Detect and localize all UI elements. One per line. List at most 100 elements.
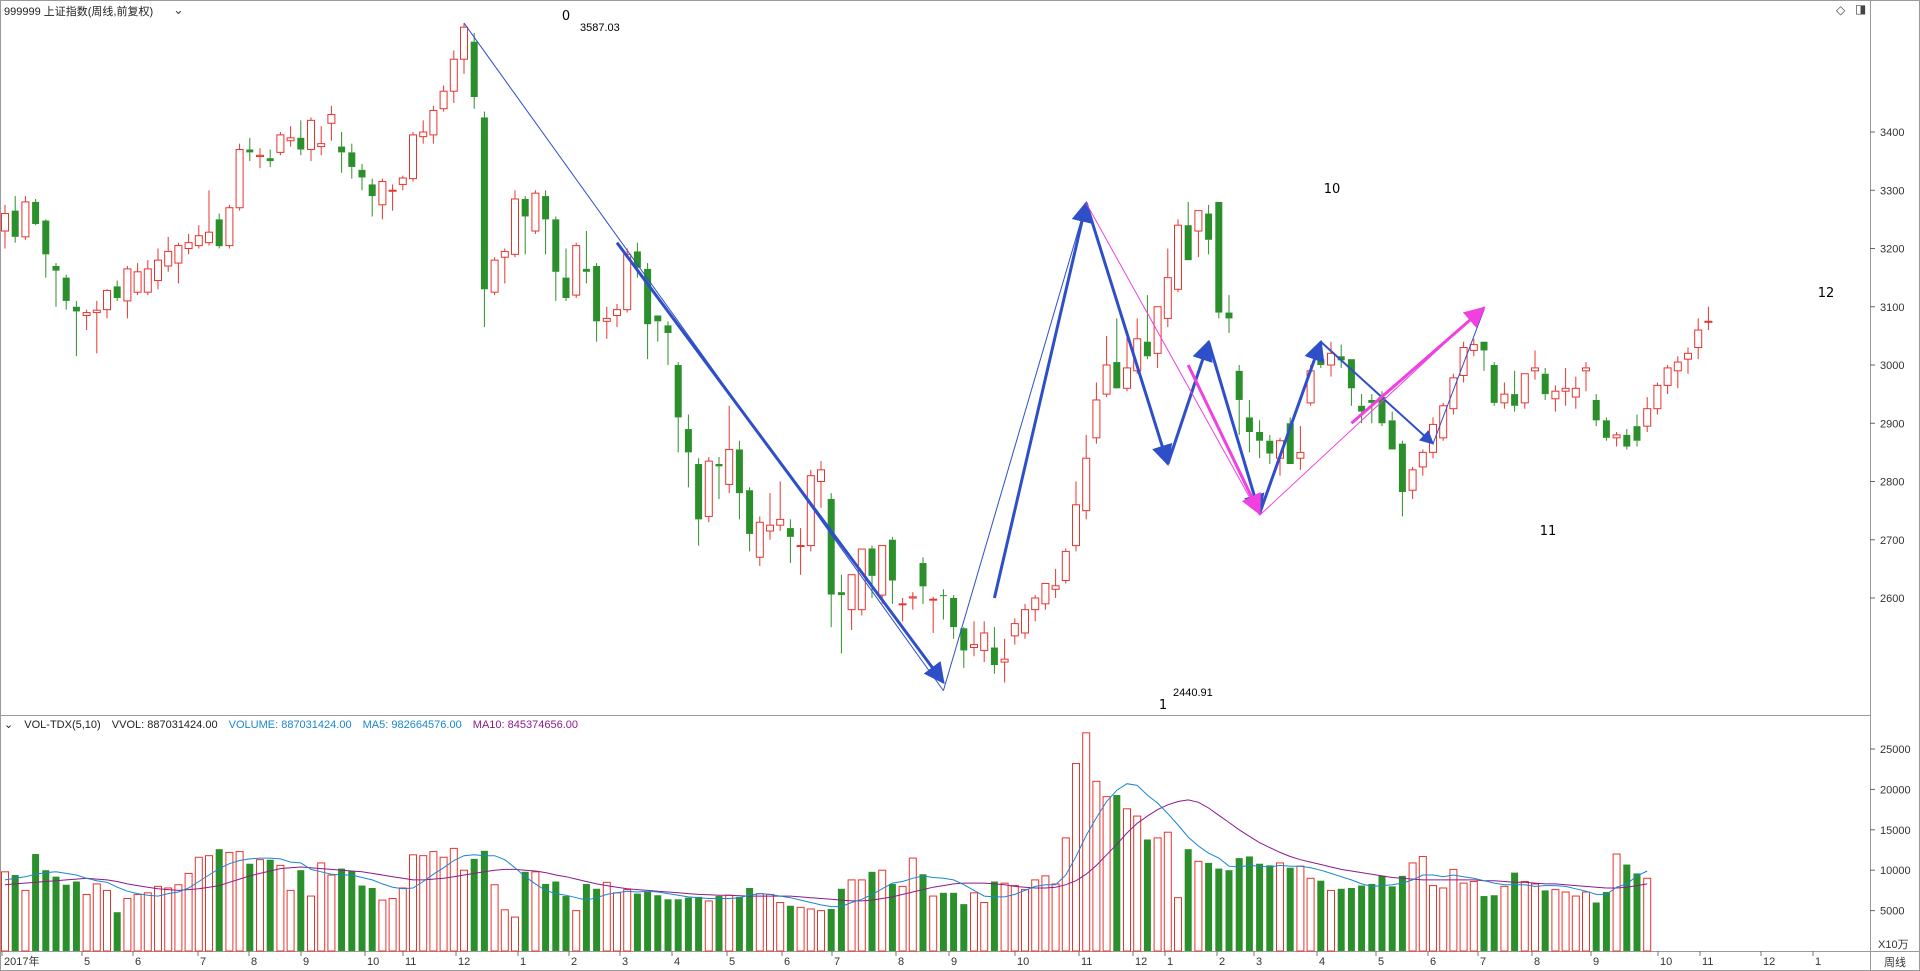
candle [388,184,397,211]
volume-bar-up [878,869,887,952]
candle-body-up [1153,306,1162,354]
volume-bar-down [633,893,641,951]
volume-bar-up [1520,881,1529,952]
candle [317,126,326,156]
candle-body-up [878,545,887,596]
volume-bar-down [950,892,958,951]
volume-bar-up [1418,855,1427,952]
chevron-down-icon[interactable]: ⌄ [173,2,184,17]
volume-bar-down [1490,895,1498,951]
volume-bar-up [1276,862,1284,952]
candle [837,574,845,654]
time-tick-label: 10 [367,956,379,968]
candle [817,461,825,508]
candle-body-down [1205,213,1213,240]
volume-bar-down [1358,885,1366,951]
candle-body-down [664,325,672,333]
volume-unit-label: X10万 [1878,939,1909,951]
panel-toggle-icon[interactable]: ◨ [1855,2,1867,16]
candle-body-down [72,306,80,312]
candle-body-up [1082,457,1091,512]
volume-bar-up [806,908,815,952]
candle-body-up [317,143,326,148]
wave-arrow-up [992,201,1093,599]
candle-body-down [338,146,346,153]
volume-bar-down [664,899,672,951]
candle-body-up [1684,352,1692,360]
candle [103,289,111,319]
volume-bar-up [755,893,764,952]
volume-bar-up [286,889,295,952]
volume-bar-down [654,895,662,951]
volume-bar-up [1061,837,1070,952]
candle-body-up [1571,387,1580,398]
candle-body-down [1541,373,1549,395]
wave-label-0: 0 [562,9,570,24]
ma10-value: MA10: 845374656.00 [472,719,578,731]
volume-bar-up [327,874,336,952]
candle-body-down [939,595,947,597]
volume-bar-series [1,732,1652,952]
volume-bar-down [1541,890,1549,951]
candle-body-up [1520,373,1529,404]
time-tick-label: 10 [1660,956,1672,968]
volume-bar-up [398,887,407,952]
diamond-icon[interactable]: ◇ [1836,3,1846,17]
volume-bar-down [480,850,488,951]
price-panel-header: 999999 上证指数(周线,前复权) [4,3,161,19]
wave-line-0-1 [463,22,944,691]
candle-body-down [786,528,794,537]
candle [1500,382,1509,409]
candle-body-up [1163,277,1172,319]
candle [521,196,529,255]
candle [164,236,173,272]
candle [480,111,488,328]
price-tick-label: 2600 [1880,593,1904,605]
time-tick-label: 5 [729,956,735,968]
candle [602,306,611,339]
volume-bar-down [674,899,682,951]
candle [1041,582,1050,610]
candle-body-up [1459,347,1468,376]
candle-body-down [1592,399,1600,421]
volume-bar-down [1215,868,1223,951]
candle-body-down [113,286,121,299]
volume-bar-up [1643,877,1652,952]
period-label: 周线 [1884,955,1906,969]
volume-bar-up [602,881,611,952]
candle-body-down [1480,341,1488,351]
candle [960,627,968,668]
candle [398,175,407,191]
volume-bar-up [1500,885,1509,952]
candle [1663,365,1672,395]
chevron-down-icon[interactable]: ⌄ [4,719,14,731]
time-tick-label: 10 [1017,956,1029,968]
candle [1511,370,1519,412]
candle [654,315,662,342]
volume-bar-down [338,868,346,951]
volume-bar-up [898,885,907,952]
volume-panel-header: ⌄ VOL-TDX(5,10) VVOL: 887031424.00 VOLUM… [4,718,586,731]
volume-bar-down [1205,862,1213,951]
candle-body-down [11,210,19,237]
volume-bar-down [1347,887,1355,951]
candle-body-down [266,158,274,162]
candle [970,621,978,657]
candle-body-up [1102,364,1111,395]
candle [52,263,60,307]
price-tick-label: 2900 [1880,418,1904,430]
volume-bar-up [1531,883,1539,952]
candle [11,196,19,243]
candle-body-up [1296,451,1305,459]
volume-bar-up [1102,796,1111,952]
candle [1694,318,1703,360]
candle-body-up [164,250,173,267]
volume-bar-up [143,892,152,952]
candle-body-up [776,518,785,526]
candle [1388,411,1396,450]
volume-bar-down [715,896,723,951]
candle-body-down [1633,426,1641,441]
candle-body-up [1041,582,1050,605]
candle-body-up [460,26,468,60]
candle [919,557,927,604]
